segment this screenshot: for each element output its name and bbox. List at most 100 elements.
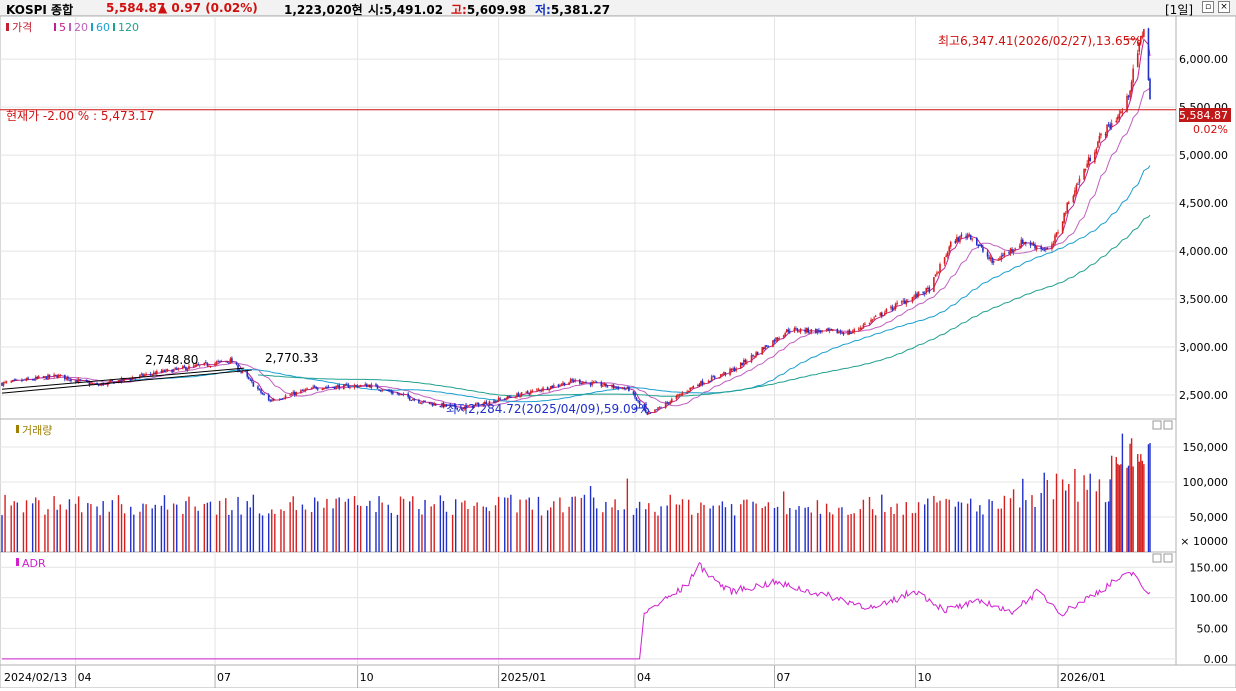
volume-bar [1025, 500, 1027, 552]
candle-body [129, 379, 132, 381]
candle-body [937, 272, 940, 274]
candle-body [482, 403, 485, 407]
volume-bar [246, 501, 248, 552]
candle-body [154, 372, 157, 375]
candle-body [224, 361, 227, 363]
volume-bar [108, 511, 110, 552]
candle-body [542, 387, 544, 391]
x-axis-labels: 2024/02/13 04 07 10 2025/01 04 07 10 2026/01 [4, 665, 1106, 688]
volume-bar [467, 509, 469, 552]
candle-body [376, 385, 379, 389]
candle-body [585, 382, 587, 384]
candle-body [660, 407, 662, 409]
candle-body [14, 379, 17, 381]
candle-body [1094, 152, 1096, 163]
candle-body [117, 380, 120, 384]
candle-body [1129, 90, 1131, 98]
legend-adr-swatch [16, 558, 19, 566]
candle-body [992, 260, 995, 263]
candle-body [721, 374, 724, 376]
candle-body [1117, 116, 1119, 120]
volume-panel-close-icon[interactable] [1163, 420, 1173, 430]
adr-panel-restore-icon[interactable] [1152, 553, 1162, 563]
candle-body [884, 312, 886, 315]
candle-body [732, 368, 734, 371]
volume-bar [206, 502, 209, 552]
volume-bar [516, 512, 518, 552]
y-axis-labels: 6,000.005,500.005,000.004,500.004,000.00… [1179, 53, 1228, 666]
candle-body [284, 395, 287, 398]
stock-chart[interactable]: 6,000.005,500.005,000.004,500.004,000.00… [0, 15, 1236, 689]
candle-body [945, 255, 947, 258]
candle-body [571, 379, 573, 381]
candle-body [451, 405, 454, 407]
volume-panel-restore-icon[interactable] [1152, 420, 1162, 430]
candle-body [756, 351, 759, 355]
volume-bar [65, 509, 68, 552]
candle-body [497, 397, 500, 402]
candle-body [873, 317, 875, 319]
volume-bar [691, 514, 693, 552]
volume-legend: 거래량 [16, 424, 52, 437]
candle-body [33, 379, 35, 381]
candle-body [263, 393, 265, 396]
x-axis-label: 07 [776, 671, 790, 684]
volume-bar [44, 514, 46, 552]
adr-panel-close-icon[interactable] [1163, 553, 1173, 563]
volume-bar [589, 486, 592, 552]
ma20-line [43, 87, 1151, 407]
candle-body [454, 404, 457, 408]
candle-body [923, 293, 926, 295]
candle-body [1000, 255, 1003, 260]
volume-bar [645, 509, 647, 552]
candle-body [582, 382, 584, 385]
max-annotation: 최고6,347.41(2026/02/27),13.65% [938, 34, 1142, 48]
candle-body [197, 363, 199, 365]
volume-bar [1140, 454, 1142, 552]
candle-body [56, 375, 58, 378]
candle-body [681, 392, 684, 395]
candle-body [1078, 178, 1081, 183]
volume-bar [730, 504, 733, 552]
volume-bar [638, 501, 641, 552]
candle-body [528, 393, 531, 395]
candle-body [162, 370, 164, 373]
candle-body [773, 339, 776, 342]
candle-body [25, 378, 28, 381]
volume-bar [752, 501, 754, 552]
volume-bar [936, 502, 938, 552]
candle-body [506, 395, 509, 399]
close-icon[interactable]: × [1218, 1, 1230, 13]
volume-bar [166, 509, 169, 552]
candle-body [304, 389, 307, 391]
candle-body [580, 383, 583, 385]
candle-body [220, 360, 222, 362]
volume-bar [1107, 501, 1110, 552]
volume-bar [497, 496, 500, 552]
candle-body [638, 400, 641, 405]
period-selector[interactable]: [1일] [1165, 3, 1194, 17]
volume-bar [776, 506, 779, 552]
volume-bar [1086, 489, 1088, 552]
volume-bar [553, 501, 555, 552]
volume-bar [344, 501, 347, 552]
volume-bar [911, 513, 914, 552]
x-axis-area [0, 664, 1236, 689]
candle-body [321, 388, 324, 390]
volume-bar [172, 503, 175, 552]
candle-body [48, 374, 51, 378]
volume-bar [614, 499, 616, 552]
volume-bar [353, 496, 356, 552]
candle-body [396, 393, 399, 395]
volume-bar [884, 511, 886, 552]
volume-bar [838, 507, 840, 552]
candle-body [936, 272, 938, 275]
restore-icon[interactable]: ▫ [1202, 1, 1214, 13]
candle-body [595, 381, 598, 383]
volume-bar [871, 509, 874, 552]
volume-bar [1012, 489, 1015, 552]
candle-body [574, 379, 577, 381]
candle-body [917, 291, 920, 297]
chart-area[interactable]: 6,000.00 5,500.00 5,000.00 4,500.00 4,000.00… [0, 15, 1236, 689]
adr-path [2, 561, 1151, 660]
